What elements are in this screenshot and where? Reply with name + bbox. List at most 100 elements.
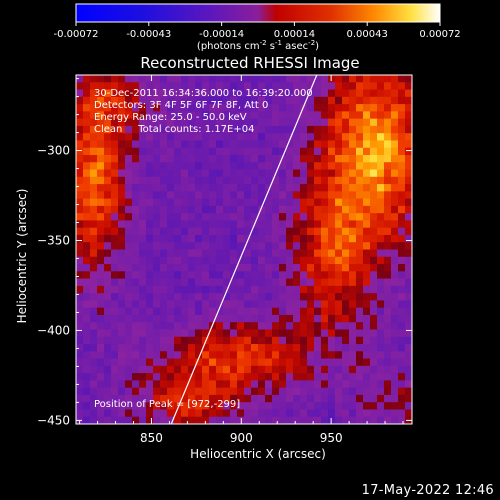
heatmap-cell bbox=[279, 264, 287, 272]
heatmap-cell bbox=[377, 162, 385, 171]
heatmap-cell bbox=[370, 394, 378, 403]
heatmap-cell bbox=[167, 205, 175, 214]
heatmap-cell bbox=[230, 264, 238, 272]
heatmap-cell bbox=[146, 96, 154, 105]
heatmap-cell bbox=[300, 111, 308, 120]
plot-frame bbox=[75, 74, 413, 425]
heatmap-cell bbox=[349, 271, 357, 280]
heatmap-cell bbox=[209, 234, 217, 243]
heatmap-cell bbox=[356, 256, 364, 265]
heatmap-cell bbox=[209, 409, 217, 418]
heatmap-cell bbox=[237, 133, 245, 142]
heatmap-cell bbox=[160, 285, 168, 294]
heatmap-cell bbox=[90, 300, 98, 309]
heatmap-cell bbox=[139, 293, 147, 301]
heatmap-cell bbox=[174, 118, 182, 127]
heatmap-cell bbox=[321, 213, 329, 222]
heatmap-cell bbox=[265, 147, 273, 156]
heatmap-cell bbox=[391, 416, 399, 424]
heatmap-cell bbox=[377, 264, 385, 272]
heatmap-cell bbox=[300, 380, 308, 389]
heatmap-cell bbox=[76, 133, 84, 142]
heatmap-cell bbox=[258, 358, 266, 367]
heatmap-cell bbox=[293, 380, 301, 389]
heatmap-cell bbox=[384, 344, 392, 352]
heatmap-cell bbox=[328, 322, 336, 331]
heatmap-cell bbox=[195, 344, 203, 352]
heatmap-cell bbox=[244, 184, 252, 192]
heatmap-cell bbox=[223, 365, 231, 374]
heatmap-cell bbox=[223, 344, 231, 352]
heatmap-cell bbox=[118, 278, 126, 287]
heatmap-cell bbox=[174, 184, 182, 192]
heatmap-cell bbox=[349, 154, 357, 163]
heatmap-cell bbox=[286, 293, 294, 301]
heatmap-cell bbox=[118, 234, 126, 243]
heatmap-cell bbox=[83, 307, 91, 316]
heatmap-cell bbox=[286, 234, 294, 243]
heatmap-cell bbox=[391, 205, 399, 214]
heatmap-cell bbox=[153, 227, 161, 236]
heatmap-cell bbox=[321, 351, 329, 360]
heatmap-cell bbox=[111, 133, 119, 142]
heatmap-cell bbox=[349, 198, 357, 207]
heatmap-cell bbox=[125, 380, 133, 389]
heatmap-cell bbox=[405, 293, 412, 301]
heatmap-cell bbox=[223, 416, 231, 424]
heatmap-cell bbox=[181, 351, 189, 360]
heatmap-cell bbox=[216, 242, 224, 251]
heatmap-cell bbox=[384, 104, 392, 112]
heatmap-cell bbox=[272, 402, 280, 411]
heatmap-cell bbox=[342, 191, 350, 200]
heatmap-cell bbox=[272, 234, 280, 243]
heatmap-cell bbox=[272, 184, 280, 192]
heatmap-cell bbox=[328, 96, 336, 105]
heatmap-cell bbox=[97, 75, 105, 83]
heatmap-cell bbox=[209, 402, 217, 411]
heatmap-cell bbox=[328, 220, 336, 229]
heatmap-cell bbox=[104, 234, 112, 243]
heatmap-cell bbox=[132, 227, 140, 236]
heatmap-cell bbox=[160, 249, 168, 258]
heatmap-cell bbox=[356, 118, 364, 127]
heatmap-cell bbox=[104, 394, 112, 403]
heatmap-cell bbox=[209, 278, 217, 287]
colorbar-tick-label: 0.00014 bbox=[274, 29, 315, 40]
heatmap-cell bbox=[216, 358, 224, 367]
heatmap-cell bbox=[244, 89, 252, 98]
heatmap-cell bbox=[160, 314, 168, 323]
heatmap-cell bbox=[384, 140, 392, 149]
heatmap-cell bbox=[230, 111, 238, 120]
heatmap-cell bbox=[258, 307, 266, 316]
heatmap-cell bbox=[328, 358, 336, 367]
heatmap-cell bbox=[223, 322, 231, 331]
heatmap-cell bbox=[272, 329, 280, 338]
heatmap-cell bbox=[132, 351, 140, 360]
heatmap-cell bbox=[342, 104, 350, 112]
heatmap-cell bbox=[153, 147, 161, 156]
heatmap-cell bbox=[314, 227, 322, 236]
heatmap-cell bbox=[118, 394, 126, 403]
heatmap-cell bbox=[223, 191, 231, 200]
heatmap-cell bbox=[272, 198, 280, 207]
heatmap-cell bbox=[300, 365, 308, 374]
heatmap-cell bbox=[104, 256, 112, 265]
heatmap-cell bbox=[377, 336, 385, 345]
heatmap-cell bbox=[342, 300, 350, 309]
heatmap-cell bbox=[370, 387, 378, 396]
heatmap-cell bbox=[405, 300, 412, 309]
heatmap-cell bbox=[363, 154, 371, 163]
heatmap-cell bbox=[391, 154, 399, 163]
heatmap-cell bbox=[146, 264, 154, 272]
heatmap-cell bbox=[139, 249, 147, 258]
heatmap-cell bbox=[160, 322, 168, 331]
heatmap-cell bbox=[258, 220, 266, 229]
heatmap-cell bbox=[174, 133, 182, 142]
heatmap-cell bbox=[377, 184, 385, 192]
heatmap-cell bbox=[209, 154, 217, 163]
heatmap-cell bbox=[398, 322, 406, 331]
heatmap-cell bbox=[335, 111, 343, 120]
heatmap-cell bbox=[209, 104, 217, 112]
heatmap-cell bbox=[181, 380, 189, 389]
heatmap-cell bbox=[258, 89, 266, 98]
